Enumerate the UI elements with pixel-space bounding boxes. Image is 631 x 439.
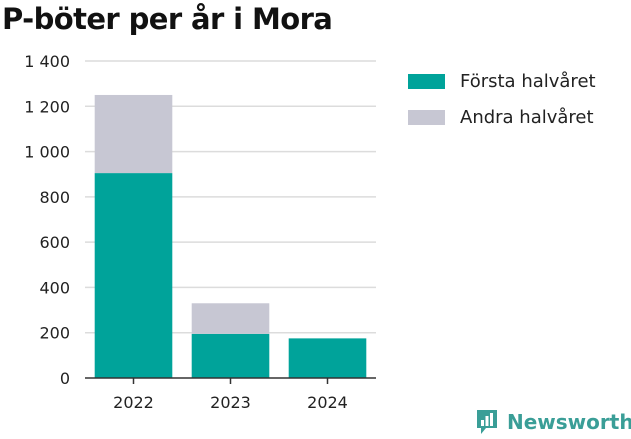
legend-swatch-second-half bbox=[408, 109, 445, 125]
legend-swatch-first-half bbox=[408, 73, 445, 89]
bars bbox=[94, 94, 367, 378]
bar-2024-series-1 bbox=[288, 338, 367, 378]
y-tick-label: 1 000 bbox=[24, 143, 70, 162]
legend-item-second-half: Andra halvåret bbox=[408, 105, 596, 129]
y-axis-ticks: 0 200 400 600 800 1 000 1 200 1 400 bbox=[24, 52, 70, 388]
brand-name: Newsworthy bbox=[507, 410, 631, 434]
y-tick-label: 200 bbox=[39, 324, 70, 343]
y-tick-label: 0 bbox=[60, 369, 70, 388]
legend: Första halvåret Andra halvåret bbox=[408, 69, 596, 141]
y-tick-label: 800 bbox=[39, 188, 70, 207]
chart-title: P-böter per år i Mora bbox=[2, 2, 333, 36]
bar-2023-series-2 bbox=[191, 303, 270, 334]
bar-2022-series-1 bbox=[94, 173, 173, 378]
bar-2023-series-1 bbox=[191, 333, 270, 378]
newsworthy-logo-icon bbox=[477, 410, 497, 434]
y-tick-label: 1 400 bbox=[24, 52, 70, 71]
x-tick-label: 2022 bbox=[113, 393, 154, 412]
y-tick-label: 1 200 bbox=[24, 97, 70, 116]
legend-label-first-half: Första halvåret bbox=[460, 70, 596, 92]
y-tick-label: 600 bbox=[39, 233, 70, 252]
bar-2022-series-2 bbox=[94, 94, 173, 174]
legend-label-second-half: Andra halvåret bbox=[460, 106, 594, 128]
x-tick-label: 2024 bbox=[307, 393, 348, 412]
x-tick-label: 2023 bbox=[210, 393, 251, 412]
legend-item-first-half: Första halvåret bbox=[408, 69, 596, 93]
y-tick-label: 400 bbox=[39, 278, 70, 297]
brand-logo: Newsworthy bbox=[475, 408, 631, 436]
x-axis-ticks: 2022 2023 2024 bbox=[113, 378, 348, 412]
